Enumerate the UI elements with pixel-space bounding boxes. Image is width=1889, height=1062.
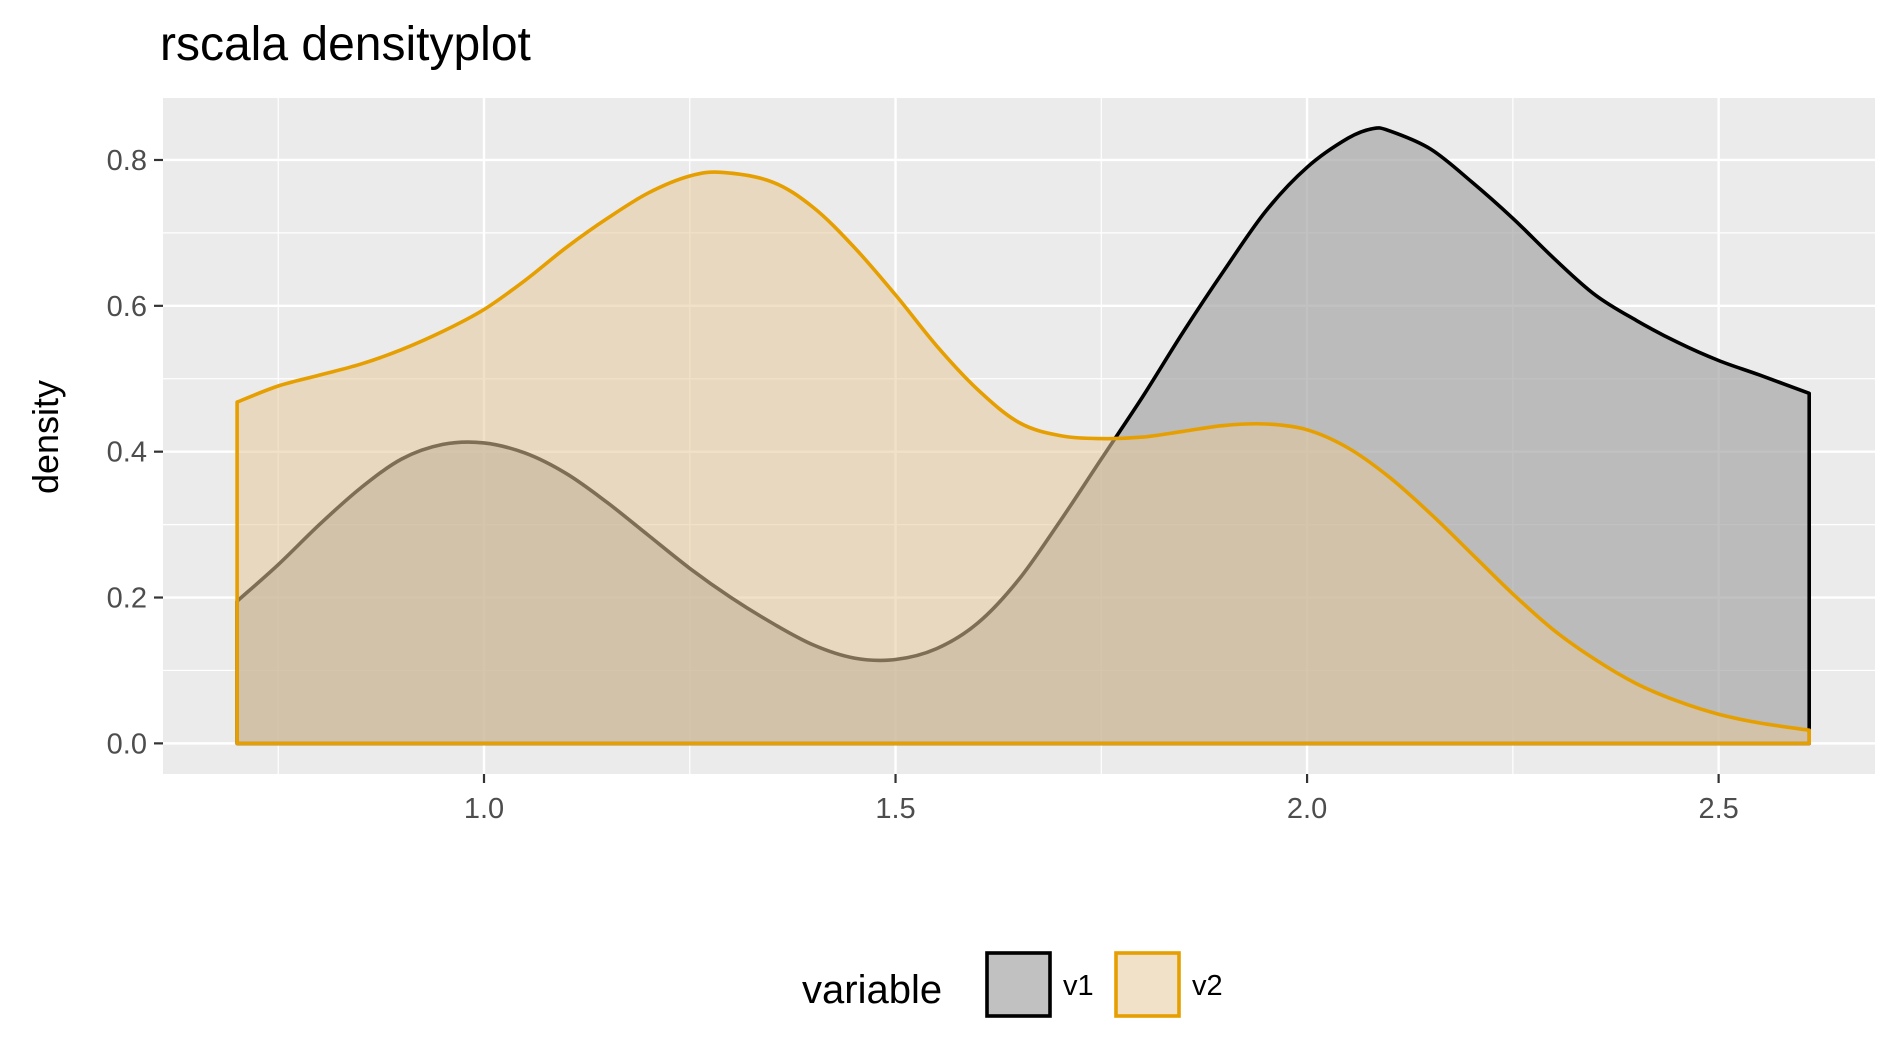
density-area-v2 (235, 170, 1811, 746)
legend-title: variable (802, 968, 942, 1012)
x-tick-label: 2.0 (1287, 793, 1327, 825)
y-tick-label: 0.0 (107, 728, 147, 760)
density-series (235, 126, 1811, 746)
chart-title: rscala densityplot (160, 18, 531, 71)
y-tick-label: 0.4 (107, 437, 147, 469)
x-tick-label: 2.5 (1698, 793, 1738, 825)
y-tick-label: 0.6 (107, 291, 147, 323)
legend-label-v1: v1 (1063, 970, 1094, 1002)
y-tick-label: 0.8 (107, 145, 147, 177)
legend: variable v1 v2 (802, 951, 1223, 1018)
x-tick-label: 1.0 (464, 793, 504, 825)
y-tick-label: 0.2 (107, 583, 147, 615)
axes: 1.0 1.5 2.0 2.5 0.0 0.2 0.4 0.6 0.8 (107, 145, 1739, 825)
legend-key-v2 (1114, 951, 1181, 1018)
x-tick-label: 1.5 (875, 793, 915, 825)
legend-key-v1 (985, 951, 1052, 1018)
legend-label-v2: v2 (1192, 970, 1223, 1002)
y-axis-title: density (25, 380, 66, 494)
